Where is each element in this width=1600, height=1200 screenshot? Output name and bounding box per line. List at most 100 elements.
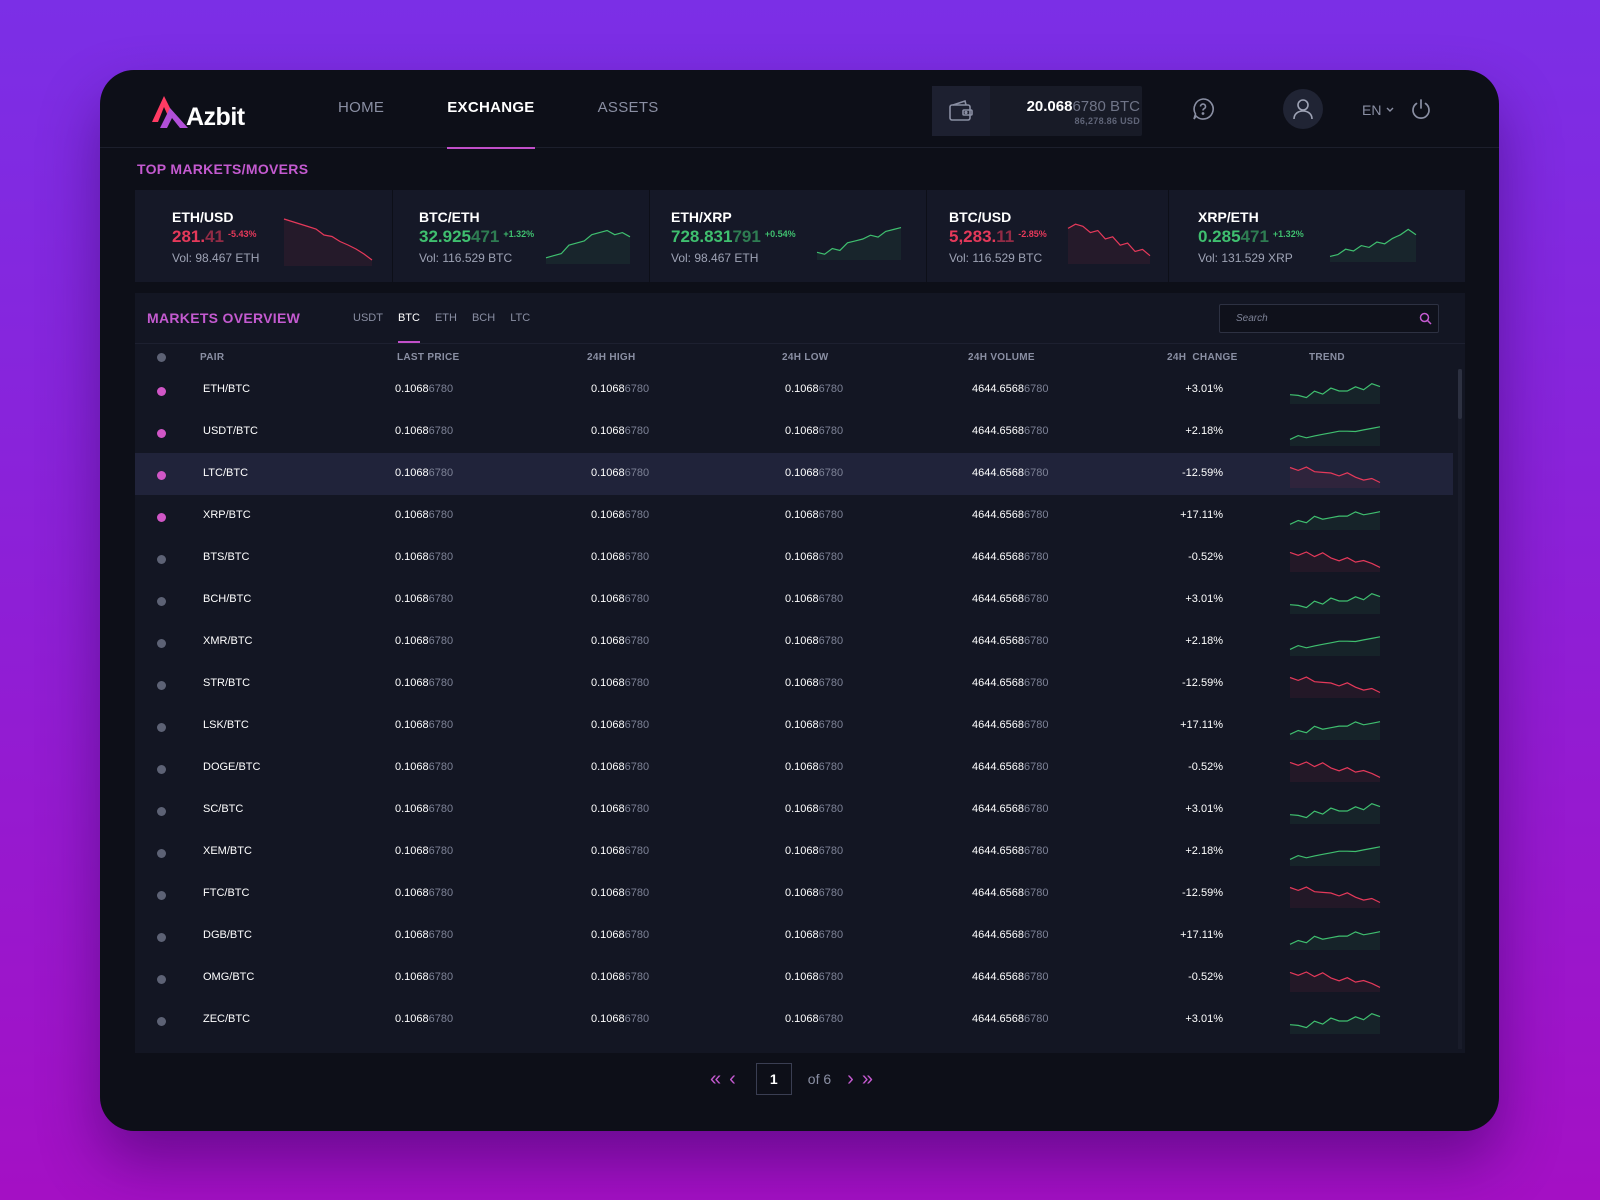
sparkline-line [1289, 676, 1381, 694]
favorite-dot[interactable] [157, 723, 166, 732]
cell-pair: LTC/BTC [203, 467, 249, 479]
cell-24h-change: +17.11% [1180, 509, 1223, 521]
table-row[interactable]: OMG/BTC 0.10686780 0.10686780 0.10686780 464… [135, 957, 1453, 999]
nav-exchange[interactable]: EXCHANGE [447, 70, 536, 149]
cell-24h-volume: 4644.65686780 [972, 383, 1049, 395]
cell-last-price: 0.10686780 [395, 887, 454, 899]
wallet-balance[interactable]: 20.0686780 BTC 86,278.86 USD [932, 86, 1142, 136]
cell-24h-volume: 4644.65686780 [972, 509, 1049, 521]
prev-page-icon[interactable]: ‹ [729, 1068, 736, 1090]
table-row[interactable]: XEM/BTC 0.10686780 0.10686780 0.10686780 464… [135, 831, 1453, 873]
trend-sparkline [1289, 721, 1381, 740]
table-row[interactable]: LSK/BTC 0.10686780 0.10686780 0.10686780 464… [135, 705, 1453, 747]
tab-usdt[interactable]: USDT [353, 312, 383, 324]
favorite-dot[interactable] [157, 765, 166, 774]
cell-24h-change: +17.11% [1180, 719, 1223, 731]
cell-24h-high: 0.10686780 [591, 929, 650, 941]
cell-pair: XRP/BTC [203, 509, 251, 521]
markets-overview: MARKETS OVERVIEW USDT BTC ETH BCH LTC PA… [135, 293, 1465, 1053]
mover-card[interactable]: ETH/XRP 728.831791 +0.54% Vol: 98.467 ETH [650, 190, 927, 282]
cell-24h-volume: 4644.65686780 [972, 467, 1049, 479]
favorite-dot[interactable] [157, 849, 166, 858]
logo[interactable]: Azbit [150, 92, 245, 130]
favorite-dot[interactable] [157, 681, 166, 690]
table-scrollbar[interactable] [1458, 369, 1462, 1049]
favorite-dot[interactable] [157, 597, 166, 606]
table-row[interactable]: XMR/BTC 0.10686780 0.10686780 0.10686780 464… [135, 621, 1453, 663]
top-movers-strip: ETH/USD 281.41 -5.43% Vol: 98.467 ETH BTC… [135, 190, 1465, 282]
scrollbar-thumb[interactable] [1458, 369, 1462, 419]
sparkline-area [1290, 1013, 1380, 1034]
markets-table-body: ETH/BTC 0.10686780 0.10686780 0.10686780 464… [135, 369, 1453, 1041]
table-header: PAIR LAST PRICE 24H HIGH 24H LOW 24H VOL… [135, 348, 1465, 368]
favorite-dot[interactable] [157, 975, 166, 984]
cell-last-price: 0.10686780 [395, 635, 454, 647]
table-row[interactable]: BTS/BTC 0.10686780 0.10686780 0.10686780 464… [135, 537, 1453, 579]
tab-bch[interactable]: BCH [471, 312, 496, 324]
favorite-all-toggle[interactable] [157, 353, 166, 362]
mover-price: 5,283.11 -2.85% [949, 227, 1047, 246]
column-last-price[interactable]: LAST PRICE [397, 352, 460, 363]
favorite-dot[interactable] [157, 513, 166, 522]
mover-card[interactable]: ETH/USD 281.41 -5.43% Vol: 98.467 ETH [135, 190, 393, 282]
favorite-dot[interactable] [157, 429, 166, 438]
column-pair[interactable]: PAIR [200, 352, 225, 363]
table-row[interactable]: LTC/BTC 0.10686780 0.10686780 0.10686780 464… [135, 453, 1453, 495]
favorite-dot[interactable] [157, 555, 166, 564]
table-row[interactable]: XRP/BTC 0.10686780 0.10686780 0.10686780 464… [135, 495, 1453, 537]
nav-home[interactable]: HOME [338, 99, 385, 116]
favorite-dot[interactable] [157, 471, 166, 480]
mover-card[interactable]: BTC/ETH 32.925471 +1.32% Vol: 116.529 BTC [393, 190, 650, 282]
column-24h-volume[interactable]: 24H VOLUME [968, 352, 1035, 363]
first-page-icon[interactable]: « [710, 1068, 722, 1090]
tab-btc[interactable]: BTC [397, 293, 420, 343]
trend-sparkline [1289, 551, 1381, 572]
favorite-dot[interactable] [157, 639, 166, 648]
sparkline-area [817, 227, 901, 260]
table-row[interactable]: FTC/BTC 0.10686780 0.10686780 0.10686780 464… [135, 873, 1453, 915]
favorite-dot[interactable] [157, 387, 166, 396]
cell-last-price: 0.10686780 [395, 1013, 454, 1025]
column-24h-high[interactable]: 24H HIGH [587, 352, 636, 363]
next-page-icon[interactable]: › [847, 1068, 854, 1090]
table-row[interactable]: SC/BTC 0.10686780 0.10686780 0.10686780 4644… [135, 789, 1453, 831]
last-page-icon[interactable]: » [861, 1068, 873, 1090]
mover-card[interactable]: BTC/USD 5,283.11 -2.85% Vol: 116.529 BTC [927, 190, 1169, 282]
favorite-dot[interactable] [157, 807, 166, 816]
table-row[interactable]: DOGE/BTC 0.10686780 0.10686780 0.10686780 46… [135, 747, 1453, 789]
language-selector[interactable]: EN [1362, 102, 1395, 118]
table-row[interactable]: STR/BTC 0.10686780 0.10686780 0.10686780 464… [135, 663, 1453, 705]
column-24h-change[interactable]: 24H CHANGE [1167, 352, 1238, 363]
sparkline-line [1289, 593, 1381, 609]
mover-sparkline [283, 218, 373, 266]
tab-ltc[interactable]: LTC [510, 312, 531, 324]
cell-24h-low: 0.10686780 [785, 719, 844, 731]
table-row[interactable]: ETH/BTC 0.10686780 0.10686780 0.10686780 464… [135, 369, 1453, 411]
search-input[interactable] [1220, 305, 1410, 332]
table-row[interactable]: ZEC/BTC 0.10686780 0.10686780 0.10686780 464… [135, 999, 1453, 1041]
user-avatar[interactable] [1283, 89, 1323, 129]
favorite-dot[interactable] [157, 891, 166, 900]
search-icon[interactable] [1419, 312, 1432, 325]
mover-card[interactable]: XRP/ETH 0.285471 +1.32% Vol: 131.529 XRP [1169, 190, 1465, 282]
cell-24h-high: 0.10686780 [591, 761, 650, 773]
cell-24h-change: -0.52% [1188, 551, 1223, 563]
cell-24h-volume: 4644.65686780 [972, 761, 1049, 773]
tab-eth[interactable]: ETH [434, 312, 457, 324]
page-number-input[interactable]: 1 [755, 1063, 792, 1095]
help-icon[interactable] [1186, 92, 1220, 126]
table-row[interactable]: DGB/BTC 0.10686780 0.10686780 0.10686780 464… [135, 915, 1453, 957]
trend-sparkline [1289, 1013, 1381, 1034]
page-total: of 6 [807, 1071, 832, 1087]
cell-24h-volume: 4644.65686780 [972, 803, 1049, 815]
cell-24h-high: 0.10686780 [591, 677, 650, 689]
power-icon[interactable] [1404, 92, 1438, 126]
nav-assets[interactable]: ASSETS [597, 99, 659, 116]
favorite-dot[interactable] [157, 933, 166, 942]
sparkline-line [1289, 511, 1381, 525]
search-box [1219, 304, 1439, 333]
column-24h-low[interactable]: 24H LOW [782, 352, 829, 363]
table-row[interactable]: USDT/BTC 0.10686780 0.10686780 0.10686780 46… [135, 411, 1453, 453]
favorite-dot[interactable] [157, 1017, 166, 1026]
table-row[interactable]: BCH/BTC 0.10686780 0.10686780 0.10686780 464… [135, 579, 1453, 621]
